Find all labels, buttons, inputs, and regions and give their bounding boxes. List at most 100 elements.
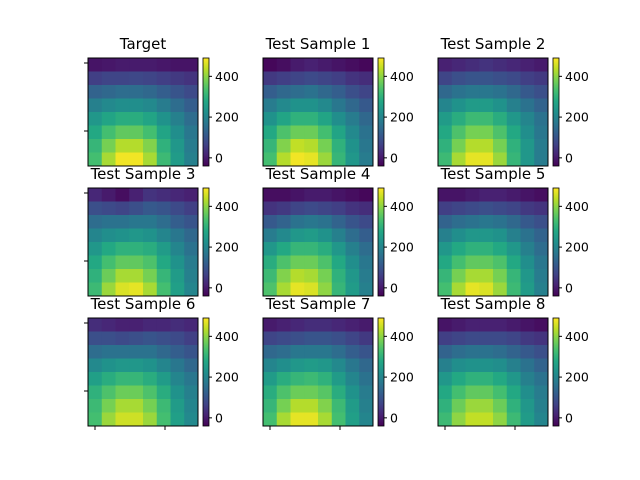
heatmap-cell — [534, 255, 549, 270]
heatmap-cell — [465, 242, 480, 256]
heatmap-cell — [345, 201, 360, 216]
heatmap-cell — [143, 412, 158, 427]
subplot-2: Test Sample 1 0 200 400 — [262, 35, 414, 167]
heatmap-cell — [263, 385, 278, 400]
heatmap-cell — [451, 58, 466, 72]
heatmap-cell — [534, 215, 549, 229]
heatmap-cell — [88, 228, 103, 243]
heatmap-cell — [331, 139, 346, 153]
heatmap-cell — [170, 345, 185, 359]
heatmap-cell — [143, 85, 158, 99]
heatmap-cell — [479, 345, 494, 359]
heatmap-cell — [465, 372, 480, 386]
heatmap-cell — [359, 139, 374, 153]
heatmap-cell — [451, 372, 466, 386]
heatmap-cell — [465, 358, 480, 373]
heatmap-cell — [263, 58, 278, 72]
heatmap-cell — [184, 152, 199, 167]
heatmap-cell — [359, 85, 374, 99]
heatmap-cell — [520, 255, 535, 270]
heatmap-cell — [465, 98, 480, 113]
heatmap-cell — [318, 358, 333, 373]
heatmap-cell — [506, 188, 521, 202]
heatmap-cell — [115, 385, 130, 400]
heatmap-cell — [101, 412, 116, 427]
colorbar-tick-label: 0 — [565, 410, 573, 425]
heatmap-cell — [493, 188, 508, 202]
heatmap-cell — [276, 269, 291, 283]
heatmap-cell — [129, 282, 144, 297]
heatmap-cell — [451, 358, 466, 373]
heatmap-cell — [184, 358, 199, 373]
heatmap-cell — [263, 215, 278, 229]
colorbar — [552, 57, 560, 167]
heatmap-cell — [534, 269, 549, 283]
heatmap-cell — [276, 228, 291, 243]
heatmap-cell — [451, 152, 466, 167]
heatmap-cell — [184, 255, 199, 270]
heatmap-cell — [479, 242, 494, 256]
heatmap-cell — [276, 345, 291, 359]
heatmap-cell — [263, 345, 278, 359]
heatmap-cell — [143, 399, 158, 413]
colorbar-tick-label: 400 — [565, 329, 589, 344]
heatmap-cell — [318, 201, 333, 216]
heatmap-cell — [359, 71, 374, 86]
colorbar — [202, 317, 210, 427]
colorbar — [552, 317, 560, 427]
heatmap-cell — [345, 269, 360, 283]
heatmap-cell — [143, 139, 158, 153]
heatmap-cell — [331, 112, 346, 126]
axes-frame — [87, 317, 199, 427]
heatmap-cell — [129, 58, 144, 72]
heatmap-cell — [101, 201, 116, 216]
heatmap-cell — [331, 255, 346, 270]
heatmap-cell — [506, 139, 521, 153]
colorbar-tick-label: 0 — [390, 150, 398, 165]
subplot-6: Test Sample 5 0 200 400 — [437, 165, 589, 297]
heatmap-cell — [184, 228, 199, 243]
colorbar-tick-label: 0 — [565, 280, 573, 295]
heatmap-cell — [115, 372, 130, 386]
heatmap-cell — [465, 215, 480, 229]
heatmap-cell — [115, 201, 130, 216]
heatmap-cell — [493, 71, 508, 86]
heatmap-cell — [438, 358, 453, 373]
heatmap-cell — [451, 255, 466, 270]
heatmap-cell — [276, 112, 291, 126]
heatmap-cell — [129, 152, 144, 167]
heatmap-cell — [451, 331, 466, 346]
heatmap-cell — [115, 255, 130, 270]
axes-frame — [437, 57, 549, 167]
heatmap-cell — [520, 201, 535, 216]
heatmap-cell — [465, 399, 480, 413]
heatmap-cell — [479, 125, 494, 140]
heatmap-cell — [276, 152, 291, 167]
heatmap-cell — [304, 399, 319, 413]
heatmap-cell — [479, 385, 494, 400]
heatmap-cell — [451, 345, 466, 359]
heatmap-cell — [290, 331, 305, 346]
heatmap-cell — [331, 58, 346, 72]
heatmap-cell — [184, 71, 199, 86]
heatmap-cell — [493, 112, 508, 126]
heatmap-cell — [156, 318, 171, 332]
heatmap-cell — [493, 152, 508, 167]
heatmap-cell — [290, 282, 305, 297]
heatmap-cell — [318, 372, 333, 386]
heatmap-cell — [88, 85, 103, 99]
heatmap-cell — [184, 269, 199, 283]
colorbar — [202, 57, 210, 167]
heatmap-cell — [170, 139, 185, 153]
heatmap-cell — [276, 385, 291, 400]
heatmap-cell — [438, 139, 453, 153]
heatmap-cell — [520, 242, 535, 256]
heatmap-cell — [493, 358, 508, 373]
heatmap-cell — [129, 215, 144, 229]
heatmap-cell — [345, 372, 360, 386]
heatmap-cell — [115, 242, 130, 256]
heatmap-cell — [534, 85, 549, 99]
heatmap-cell — [276, 85, 291, 99]
heatmap-cell — [143, 385, 158, 400]
heatmap-cell — [263, 152, 278, 167]
